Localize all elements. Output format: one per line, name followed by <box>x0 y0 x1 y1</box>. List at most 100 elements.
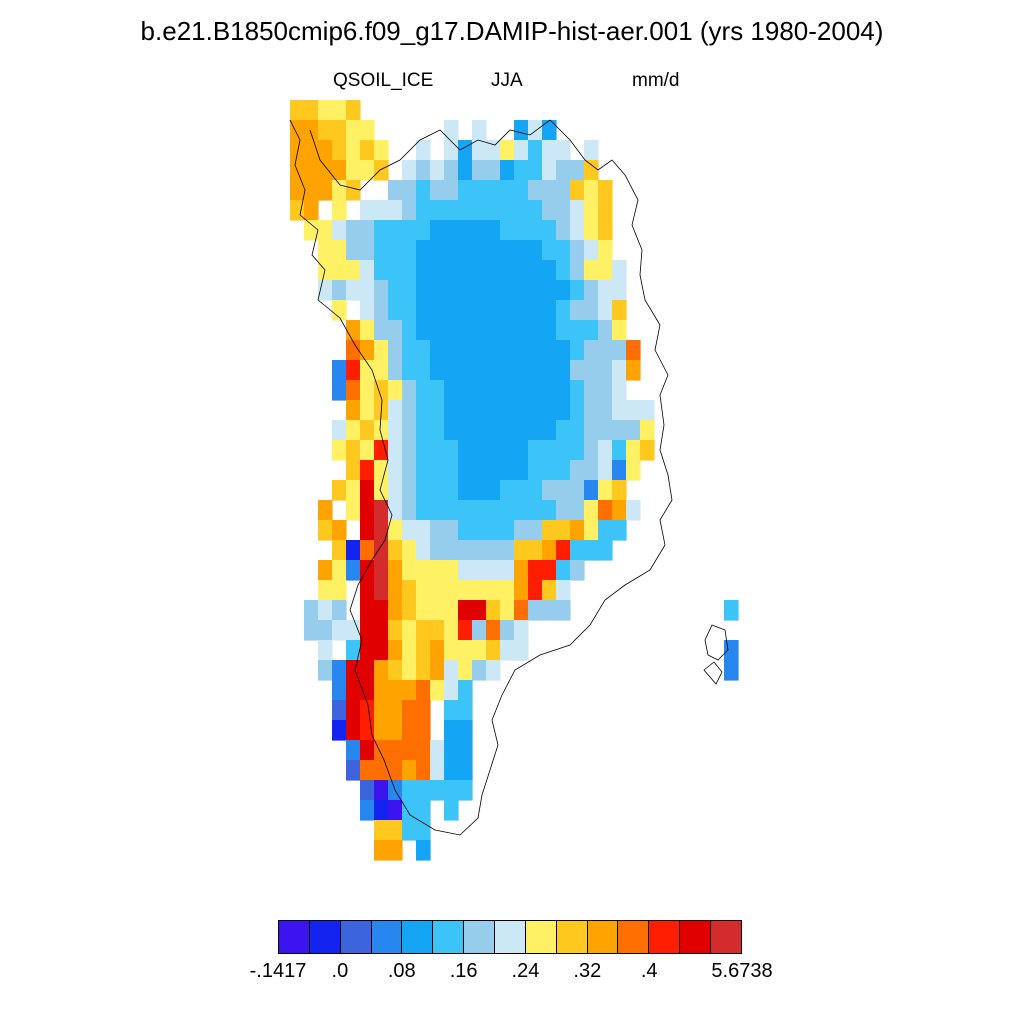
map-cell <box>528 200 543 221</box>
map-cell <box>598 260 613 281</box>
map-cell <box>402 500 417 521</box>
map-cell <box>444 500 459 521</box>
map-cell <box>570 240 585 261</box>
map-cell <box>360 740 375 761</box>
map-cell <box>430 660 445 681</box>
map-cell <box>444 520 459 541</box>
map-cell <box>514 180 529 201</box>
map-cell <box>430 640 445 661</box>
map-cell <box>472 340 487 361</box>
map-cell <box>318 520 333 541</box>
map-cell <box>514 240 529 261</box>
map-cell <box>360 660 375 681</box>
map-cell <box>528 320 543 341</box>
map-cell <box>430 180 445 201</box>
map-cell <box>458 260 473 281</box>
map-cell <box>402 160 417 181</box>
map-cell <box>584 360 599 381</box>
map-cell <box>458 680 473 701</box>
map-cell <box>304 620 319 641</box>
map-cell <box>374 160 389 181</box>
map-cell <box>472 640 487 661</box>
map-cell <box>514 120 529 141</box>
map-cell <box>332 220 347 241</box>
map-cell <box>458 640 473 661</box>
map-cell <box>444 420 459 441</box>
map-cell <box>416 800 431 821</box>
map-cell <box>402 220 417 241</box>
map-cell <box>584 240 599 261</box>
map-cell <box>458 240 473 261</box>
map-cell <box>584 320 599 341</box>
map-cell <box>556 380 571 401</box>
map-cell <box>332 200 347 221</box>
map-cell <box>556 540 571 561</box>
map-cell <box>514 160 529 181</box>
map-cell <box>346 540 361 561</box>
map-cell <box>570 160 585 181</box>
map-cell <box>724 660 739 681</box>
map-cell <box>374 240 389 261</box>
map-cell <box>444 740 459 761</box>
map-cell <box>556 300 571 321</box>
map-cell <box>318 620 333 641</box>
map-cell <box>332 440 347 461</box>
map-cell <box>360 580 375 601</box>
map-cell <box>402 480 417 501</box>
map-cell <box>430 380 445 401</box>
map-cell <box>514 300 529 321</box>
map-cell <box>556 220 571 241</box>
map-cell <box>430 220 445 241</box>
map-cell <box>528 180 543 201</box>
map-cell <box>360 540 375 561</box>
map-cell <box>486 280 501 301</box>
map-cell <box>584 380 599 401</box>
map-cell <box>472 500 487 521</box>
map-cell <box>304 100 319 121</box>
map-cell <box>500 160 515 181</box>
map-cell <box>332 580 347 601</box>
map-cell <box>556 580 571 601</box>
map-cell <box>444 360 459 381</box>
map-cell <box>360 200 375 221</box>
map-cell <box>500 180 515 201</box>
map-cell <box>388 220 403 241</box>
colorbar-tick-label: .0 <box>331 960 349 982</box>
map-cell <box>500 360 515 381</box>
map-cell <box>612 300 627 321</box>
map-cell <box>374 140 389 161</box>
map-cell <box>584 280 599 301</box>
map-cell <box>402 180 417 201</box>
map-cell <box>570 560 585 581</box>
map-cell <box>290 180 305 201</box>
map-cell <box>612 360 627 381</box>
map-cell <box>500 580 515 601</box>
map-cell <box>346 660 361 681</box>
map-cell <box>346 260 361 281</box>
map-cell <box>402 740 417 761</box>
map-cell <box>570 200 585 221</box>
map-cell <box>430 460 445 481</box>
map-cell <box>360 260 375 281</box>
map-cell <box>570 360 585 381</box>
map-cell <box>556 520 571 541</box>
map-cell <box>374 660 389 681</box>
map-cell <box>388 500 403 521</box>
map-cell <box>598 460 613 481</box>
map-cell <box>318 160 333 181</box>
map-cell <box>388 560 403 581</box>
map-cell <box>528 420 543 441</box>
map-cell <box>598 420 613 441</box>
map-cell <box>486 540 501 561</box>
map-cell <box>500 420 515 441</box>
map-cell <box>472 620 487 641</box>
map-cell <box>374 800 389 821</box>
map-cell <box>570 320 585 341</box>
map-cell <box>458 720 473 741</box>
map-cell <box>416 320 431 341</box>
map-cell <box>556 420 571 441</box>
map-cell <box>542 580 557 601</box>
map-cell <box>416 200 431 221</box>
map-cell <box>472 160 487 181</box>
map-cell <box>724 600 739 621</box>
